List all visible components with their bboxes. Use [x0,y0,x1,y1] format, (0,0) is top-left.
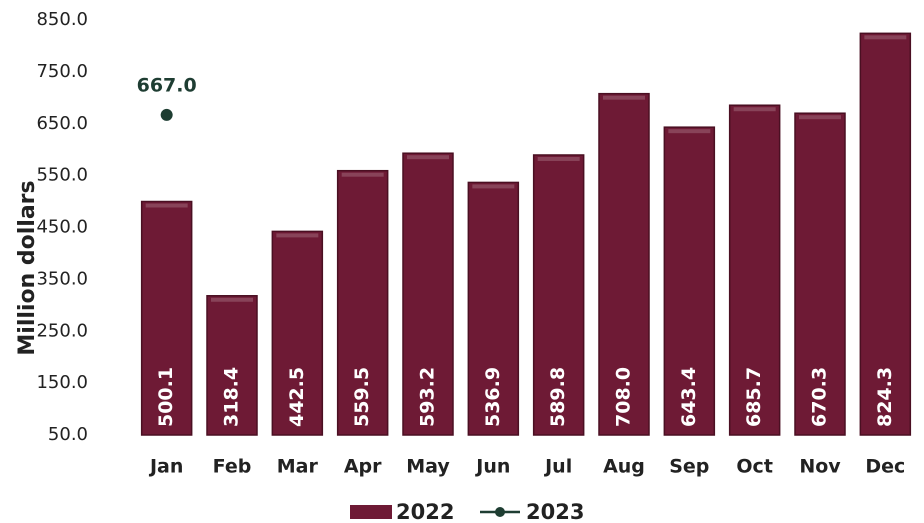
y-tick-label: 150.0 [36,372,88,393]
bar [467,181,520,436]
line-marker [160,108,173,121]
bar-highlight [733,107,776,112]
bar-highlight [472,184,515,189]
data-label: 824.3 [874,367,896,427]
y-tick-label: 50.0 [48,424,88,445]
data-label: 318.4 [221,367,243,427]
data-label: 536.9 [482,367,504,427]
x-tick-label: Apr [344,456,382,478]
bar-highlight [211,297,253,302]
bar [598,92,650,436]
data-label: 667.0 [137,74,197,96]
y-tick-label: 550.0 [36,165,88,186]
bar-highlight [603,95,645,100]
x-tick-label: Sep [669,456,709,478]
data-label: 500.1 [155,367,177,427]
data-label: 559.5 [351,367,373,427]
bar [663,126,716,436]
x-tick-label: Aug [603,456,645,478]
bar [336,169,389,436]
data-label: 589.8 [547,367,569,427]
data-label: 593.2 [417,367,439,427]
bar [859,32,912,436]
y-tick-label: 250.0 [36,320,88,341]
x-tick-label: Nov [799,456,841,478]
bar [532,154,585,436]
y-tick-label: 450.0 [36,217,88,238]
bar [140,200,193,436]
bar-highlight [537,156,580,161]
x-tick-label: May [406,456,450,478]
bar [728,104,781,436]
x-tick-label: Dec [865,456,905,478]
bar-highlight [341,172,384,177]
x-tick-label: Feb [213,456,252,478]
legend-label: 2022 [396,500,454,523]
x-tick-label: Jan [148,456,183,478]
x-tick-label: Jul [543,456,572,478]
legend-label: 2023 [526,500,584,523]
bar-highlight [407,155,449,160]
y-tick-label: 750.0 [36,61,88,82]
x-tick-label: Jun [474,456,510,478]
bar [794,112,846,436]
data-label: 685.7 [743,367,765,427]
y-tick-label: 650.0 [36,113,88,134]
legend-marker [495,507,505,517]
y-tick-label: 850.0 [36,9,88,30]
x-tick-label: Mar [277,456,319,478]
data-label: 643.4 [678,367,700,427]
bar [402,152,454,436]
x-tick-label: Oct [736,456,773,478]
bar-highlight [864,35,907,40]
bar-highlight [145,203,188,208]
bar-highlight [668,129,711,134]
y-axis-title: Million dollars [15,180,40,355]
y-tick-label: 350.0 [36,268,88,289]
data-label: 670.3 [809,367,831,427]
legend-swatch [350,505,392,519]
bar [271,230,324,436]
bar-highlight [799,115,841,120]
data-label: 708.0 [613,367,635,427]
bar [206,295,258,436]
data-label: 442.5 [286,367,308,427]
bar-highlight [276,233,319,238]
